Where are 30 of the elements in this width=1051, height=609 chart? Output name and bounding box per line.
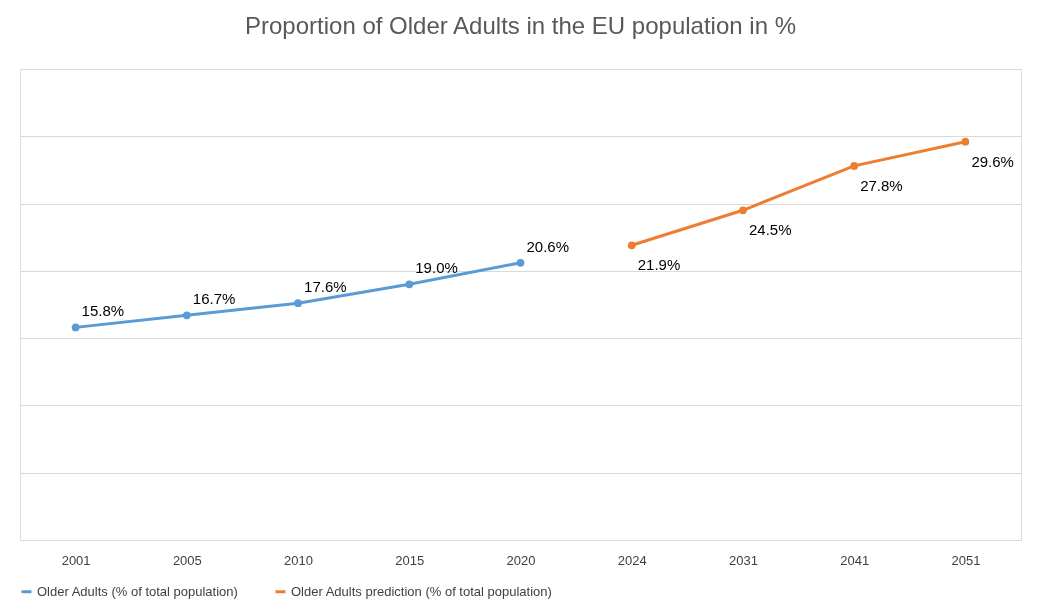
data-label: 16.7% (192, 290, 236, 308)
point (71, 323, 80, 332)
x-tick-label: 2010 (284, 552, 314, 568)
data-label: 15.8% (81, 302, 125, 320)
data-label: 29.6% (971, 152, 1014, 170)
point (627, 241, 636, 250)
x-tick-label: 2041 (840, 552, 870, 568)
point (516, 258, 525, 267)
legend-label: Older Adults (% of total population) (37, 583, 238, 599)
x-tick-label: 2005 (172, 552, 202, 568)
data-label: 17.6% (304, 278, 347, 296)
point (739, 206, 747, 215)
data-label: 24.5% (748, 221, 792, 239)
point (850, 162, 859, 170)
data-label: 19.0% (415, 259, 458, 277)
point (294, 299, 302, 308)
point (182, 311, 191, 320)
x-tick-label: 2051 (951, 552, 981, 568)
x-tick-label: 2015 (395, 552, 425, 568)
point (961, 137, 970, 146)
x-tick-label: 2031 (728, 552, 758, 568)
x-tick-label: 2020 (506, 552, 536, 568)
x-tick-label: 2024 (617, 552, 647, 568)
x-tick-label: 2001 (61, 552, 91, 568)
point (405, 280, 414, 289)
data-label: 21.9% (637, 256, 681, 274)
data-label: 27.8% (860, 176, 903, 194)
chart-title: Proportion of Older Adults in the EU population in % (245, 12, 796, 39)
legend-label: Older Adults prediction (% of total population) (291, 583, 552, 599)
data-label: 20.6% (526, 237, 570, 255)
